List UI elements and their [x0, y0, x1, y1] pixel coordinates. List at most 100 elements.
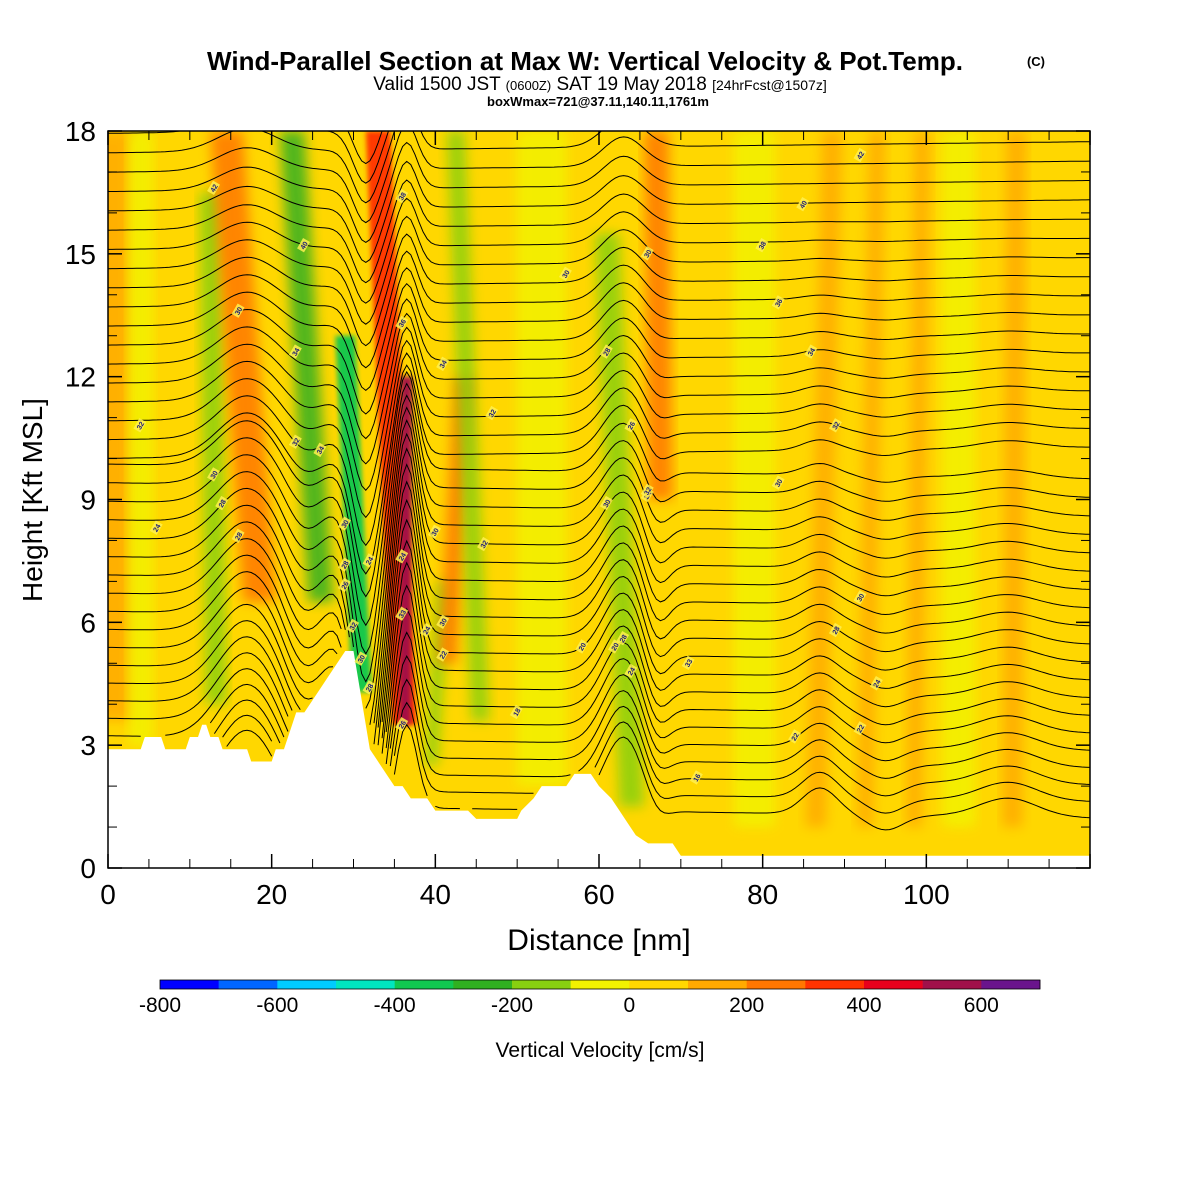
contour-label-text: 32 [644, 486, 654, 496]
contour-label-bg [362, 680, 376, 695]
colorbar-swatch [570, 980, 630, 989]
contour-label: 28 [231, 528, 245, 544]
colorbar-tick-label: -400 [374, 994, 416, 1017]
contour-label: 28 [828, 622, 842, 638]
contour-label: 32 [477, 536, 491, 552]
contour-label-bg [477, 536, 491, 552]
contour-label: 30 [558, 266, 572, 282]
colorbar-swatch [805, 980, 865, 989]
contour-label: 22 [436, 647, 450, 662]
theta-contour-line [213, 678, 1090, 797]
box-wmax-line: boxWmax=721@37.11,140.11,1761m [487, 94, 709, 109]
contour-label-text: 32 [136, 421, 146, 431]
contour-label-text: 20 [611, 642, 621, 652]
contour-label: 30 [428, 524, 441, 539]
x-tick-label: 60 [583, 879, 614, 910]
contour-label-text: 26 [341, 581, 351, 591]
y-tick-label: 15 [65, 239, 96, 270]
contour-label-text: 32 [480, 540, 490, 550]
contour-label-bg [395, 315, 409, 331]
theta-contour-line [108, 364, 1090, 575]
contour-label-bg [771, 295, 785, 310]
contour-label-bg [608, 639, 621, 654]
contour-label: 40 [796, 197, 810, 212]
contour-label: 33 [681, 655, 695, 670]
colorbar-swatch [688, 980, 747, 989]
contour-label-bg [485, 405, 499, 421]
w-band-downdraft [594, 233, 645, 807]
w-band-downdraft [279, 131, 334, 602]
contour-label-bg [428, 524, 441, 539]
colorbar-tick-label: 400 [846, 994, 881, 1017]
contour-label: 28 [362, 680, 376, 695]
contour-label-text: 28 [365, 683, 375, 693]
w-band-updraft [1002, 131, 1027, 828]
theta-contour-line [108, 267, 1090, 392]
contour-label: 30 [436, 614, 450, 630]
contour-label: 34 [313, 442, 327, 458]
w-band-downdraft [335, 335, 372, 692]
colorbar: -800 -600 -400 -200 0 200 400 600 [139, 979, 1041, 1017]
contour-label-bg [575, 639, 589, 654]
theta-contour-line [108, 370, 1090, 598]
contour-label-text: 32 [292, 437, 302, 447]
contour-label-text: 36 [774, 298, 784, 308]
w-band-updraft [210, 131, 276, 602]
theta-contour-line [108, 215, 1090, 325]
contour-label: 30 [337, 516, 351, 531]
y-tick-label: 18 [65, 116, 96, 147]
valid-date: SAT 19 May 2018 [556, 74, 706, 95]
contour-label-bg [133, 418, 147, 433]
contour-label: 24 [362, 553, 376, 568]
contour-label: 42 [853, 147, 867, 163]
contour-label-bg [853, 721, 867, 736]
contour-label-bg [853, 147, 867, 163]
contour-label-text: 34 [807, 347, 817, 357]
contour-label: 30 [354, 651, 368, 666]
contour-label-text: 32 [832, 421, 842, 431]
theta-contour-line [108, 561, 1090, 754]
w-band-downdraft [446, 131, 490, 721]
contour-label-text: 24 [627, 667, 637, 677]
contour-label-text: 28 [603, 347, 613, 357]
contour-label: 32 [828, 418, 842, 433]
theta-contour-line [108, 463, 1090, 745]
contour-label: 32 [485, 405, 499, 421]
plot-area: 42 40 38 36 34 32 30 30 28 26 24 40 38 36 34 32 30 42 30 34… [108, 131, 1090, 868]
w-band-weak [734, 131, 775, 828]
x-tick-label: 40 [420, 879, 451, 910]
contour-label-bg [395, 606, 409, 621]
theta-contour-line [108, 312, 1090, 465]
theta-contour-line [108, 394, 1090, 655]
contour-label-bg [395, 716, 409, 732]
contour-label-text: 42 [856, 151, 866, 161]
contour-label: 34 [436, 356, 450, 372]
contour-label: 32 [133, 418, 147, 433]
colorbar-swatch [160, 980, 219, 989]
contour-label-text: 22 [856, 724, 866, 734]
x-axis-label: Distance [nm] [507, 924, 690, 957]
contour-label: 24 [624, 663, 638, 679]
contour-label-text: 30 [341, 519, 351, 529]
contour-label: 30 [853, 590, 867, 605]
theta-contour-line [222, 701, 1090, 814]
contour-label-bg [337, 557, 351, 572]
contour-label-bg [624, 663, 638, 679]
contour-label-text: 18 [513, 707, 523, 717]
contour-label-bg [624, 418, 638, 433]
contour-label: 22 [853, 721, 867, 736]
contour-label-bg [436, 356, 450, 372]
contour-label-bg [215, 495, 229, 511]
contour-label-bg [616, 631, 630, 646]
contour-label: 22 [788, 729, 801, 744]
contour-label: 34 [804, 344, 818, 359]
theta-contour-line [108, 480, 1090, 728]
theta-contour-line [108, 233, 1090, 347]
contour-label-bg [346, 618, 360, 634]
colorbar-swatch [336, 980, 395, 989]
contour-label-bg [207, 180, 220, 196]
contour-label-text: 32 [349, 621, 359, 631]
contour-label: 36 [395, 315, 409, 331]
contour-label: 38 [755, 237, 769, 253]
